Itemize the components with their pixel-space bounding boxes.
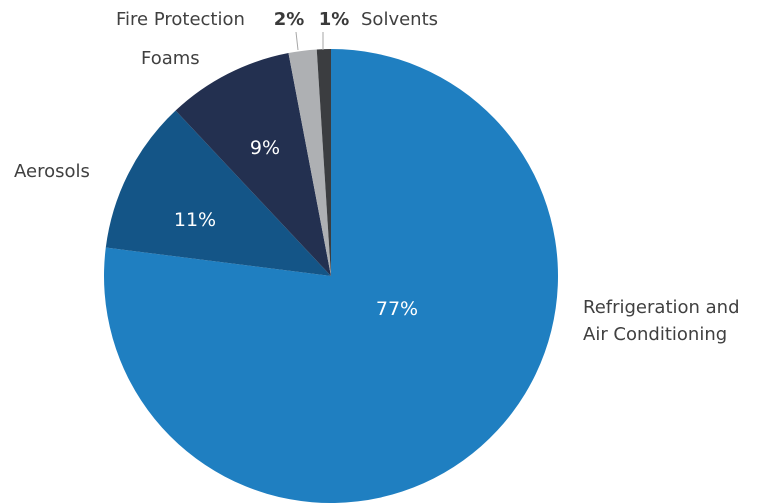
pie-slice-solvents <box>316 49 331 276</box>
pie-slices <box>103 49 558 503</box>
category-label-refrigeration-and-air-conditioning-line-2: Air Conditioning <box>583 324 727 345</box>
leader-line-fire-protection <box>295 31 299 51</box>
category-label-aerosols: Aerosols <box>14 161 90 182</box>
pie-slice-aerosols <box>105 110 331 276</box>
pie-slice-fire-protection <box>288 49 331 276</box>
pie-slice-foams <box>175 53 331 276</box>
category-label-solvents: Solvents <box>361 9 438 30</box>
category-label-foams: Foams <box>141 48 200 69</box>
data-label-solvents: 1% <box>319 9 350 30</box>
data-label-refrigeration-and-air-conditioning: 77% <box>376 298 418 320</box>
category-label-fire-protection: Fire Protection <box>116 9 245 30</box>
data-label-fire-protection: 2% <box>274 9 305 30</box>
pie-labels: 77% Refrigeration and Air Conditioning 11% A… <box>14 9 740 345</box>
data-label-foams: 9% <box>250 137 280 159</box>
data-label-aerosols: 11% <box>174 209 216 231</box>
pie-slice-refrigeration-and-air-conditioning <box>103 49 558 503</box>
leader-lines <box>295 31 324 51</box>
category-label-refrigeration-and-air-conditioning-line-1: Refrigeration and <box>583 297 740 318</box>
